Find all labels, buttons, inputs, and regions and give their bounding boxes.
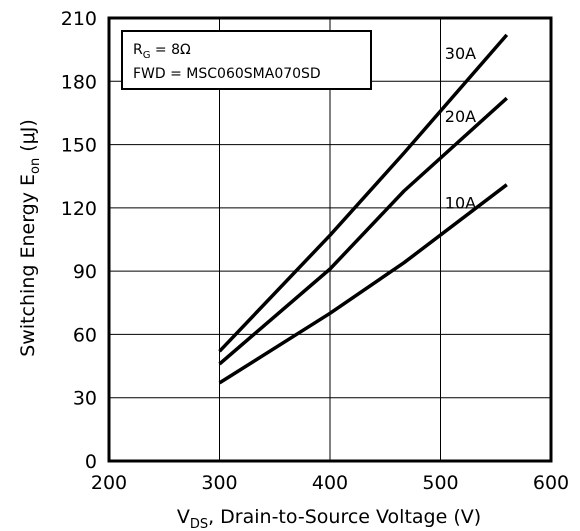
legend-box: RG = 8Ω FWD = MSC060SMA070SD bbox=[121, 30, 372, 90]
y-tick-label: 120 bbox=[61, 198, 97, 220]
y-tick-label: 150 bbox=[61, 135, 97, 157]
y-tick-label: 30 bbox=[73, 388, 97, 410]
x-tick-label: 200 bbox=[91, 472, 127, 494]
x-tick-label: 500 bbox=[422, 472, 458, 494]
plot-frame bbox=[107, 16, 553, 463]
series-labels: 30A 20A 10A bbox=[445, 44, 476, 213]
legend-frame bbox=[121, 30, 372, 90]
series-lines bbox=[218, 33, 509, 385]
y-axis-title: Switching Energy Eon (μJ) bbox=[17, 119, 43, 357]
series-line-30a bbox=[218, 33, 509, 353]
series-label-30a: 30A bbox=[445, 44, 476, 63]
series-line-20a bbox=[218, 96, 508, 366]
x-tick-labels: 200 300 400 500 600 bbox=[91, 472, 569, 494]
legend-line-2: FWD = MSC060SMA070SD bbox=[133, 66, 321, 82]
y-tick-label: 0 bbox=[85, 451, 97, 473]
y-tick-label: 60 bbox=[73, 324, 97, 346]
x-axis-title: VDS, Drain-to-Source Voltage (V) bbox=[177, 506, 481, 531]
y-tick-label: 210 bbox=[61, 8, 97, 30]
x-tick-label: 400 bbox=[312, 472, 348, 494]
y-tick-label: 90 bbox=[73, 261, 97, 283]
x-tick-label: 300 bbox=[201, 472, 237, 494]
y-tick-label: 180 bbox=[61, 71, 97, 93]
x-tick-label: 600 bbox=[533, 472, 569, 494]
y-tick-labels: 0 30 60 90 120 150 180 210 bbox=[61, 8, 97, 473]
legend-line-1: RG = 8Ω bbox=[133, 42, 191, 61]
series-label-20a: 20A bbox=[445, 107, 476, 126]
series-label-10a: 10A bbox=[445, 194, 476, 213]
series-line-10a bbox=[218, 183, 508, 385]
